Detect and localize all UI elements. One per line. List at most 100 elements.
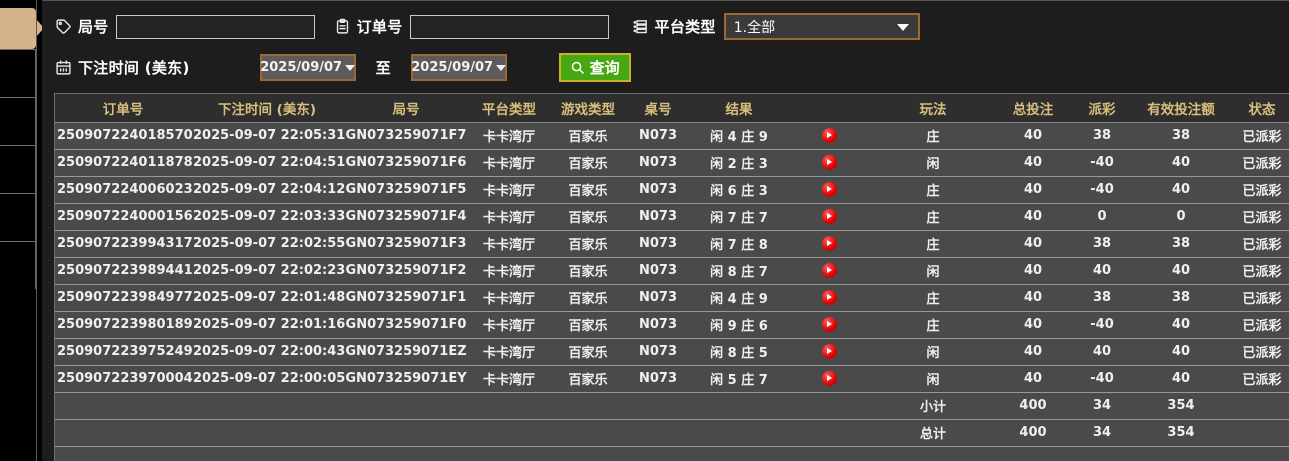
- play-icon[interactable]: [821, 209, 837, 224]
- table-row[interactable]: 250907224000156 2025-09-07 22:03:33 GN0732…: [55, 203, 1289, 231]
- cell-total_bet: 40: [997, 122, 1069, 150]
- cell-status: 已派彩: [1227, 284, 1289, 312]
- column-header-order-no[interactable]: 订单号: [55, 94, 191, 123]
- order-no-input[interactable]: [409, 14, 609, 39]
- column-header-total-bet[interactable]: 总投注: [997, 94, 1069, 123]
- column-header-valid-bet[interactable]: 有效投注额: [1135, 94, 1227, 123]
- summary-spacer: [469, 392, 549, 420]
- cell-game: 百家乐: [549, 365, 627, 393]
- cell-result: 闲 9 庄 6: [689, 311, 789, 339]
- cell-total_bet: 40: [997, 311, 1069, 339]
- filter-platform-type-label: 平台类型: [654, 18, 716, 36]
- column-header-platform[interactable]: 平台类型: [469, 94, 549, 123]
- cell-bet_time: 2025-09-07 22:01:48: [191, 284, 345, 312]
- cell-status: 已派彩: [1227, 311, 1289, 339]
- play-icon[interactable]: [821, 317, 837, 332]
- column-header-round-no[interactable]: 局号: [343, 94, 469, 123]
- cell-result: 闲 4 庄 9: [689, 284, 789, 312]
- cell-round_no: GN073259071EY: [343, 365, 469, 393]
- rail-segment[interactable]: [0, 97, 36, 145]
- cell-order_no: 250907224018570: [55, 122, 193, 150]
- cell-bet_time: 2025-09-07 22:01:16: [191, 311, 345, 339]
- table-row[interactable]: 250907223989441 2025-09-07 22:02:23 GN0732…: [55, 257, 1289, 285]
- play-icon[interactable]: [821, 263, 837, 278]
- cell-game: 百家乐: [549, 149, 627, 177]
- cell-status: 已派彩: [1227, 149, 1289, 177]
- search-button[interactable]: 查询: [558, 53, 631, 82]
- play-icon[interactable]: [821, 236, 837, 251]
- cell-result: 闲 2 庄 3: [689, 149, 789, 177]
- platform-type-select[interactable]: 1.全部: [723, 13, 920, 40]
- rail-segment[interactable]: [0, 193, 36, 241]
- tag-icon: [54, 17, 73, 36]
- bet-time-to-picker[interactable]: 2025/09/07: [410, 54, 507, 81]
- column-header-game-type[interactable]: 游戏类型: [549, 94, 627, 123]
- cell-payout: 0: [1069, 203, 1135, 231]
- main-panel: 局号 订单号: [42, 0, 1289, 461]
- clipboard-icon: [333, 17, 352, 36]
- cell-total_bet: 40: [997, 230, 1069, 258]
- cell-video: [789, 230, 869, 258]
- column-header-bet-time[interactable]: 下注时间 (美东): [191, 94, 343, 123]
- rail-segment[interactable]: [0, 49, 36, 97]
- cell-round_no: GN073259071F6: [343, 149, 469, 177]
- records-table-container[interactable]: 订单号 下注时间 (美东) 局号 平台类型 游戏类型 桌号 结果 玩法 总投注 …: [54, 93, 1289, 461]
- cell-payout: -40: [1069, 149, 1135, 177]
- play-icon[interactable]: [821, 182, 837, 197]
- cell-payout: 40: [1069, 257, 1135, 285]
- cell-order_no: 250907223989441: [55, 257, 193, 285]
- cell-platform: 卡卡湾厅: [469, 311, 549, 339]
- grand_total-payout: 34: [1069, 419, 1135, 447]
- play-icon[interactable]: [821, 155, 837, 170]
- rail-segment[interactable]: [0, 241, 36, 289]
- cell-payout: 40: [1069, 338, 1135, 366]
- cell-video: [789, 122, 869, 150]
- cell-order_no: 250907223975249: [55, 338, 193, 366]
- summary-spacer: [469, 419, 549, 447]
- column-header-play-type[interactable]: 玩法: [869, 94, 997, 123]
- rail-active-tab[interactable]: [0, 8, 44, 49]
- column-header-payout[interactable]: 派彩: [1069, 94, 1135, 123]
- cell-round_no: GN073259071F4: [343, 203, 469, 231]
- play-icon[interactable]: [821, 344, 837, 359]
- table-row[interactable]: 250907223984977 2025-09-07 22:01:48 GN0732…: [55, 284, 1289, 312]
- cell-status: 已派彩: [1227, 122, 1289, 150]
- play-icon[interactable]: [821, 128, 837, 143]
- search-button-label: 查询: [589, 59, 620, 77]
- play-icon[interactable]: [821, 371, 837, 386]
- cell-platform: 卡卡湾厅: [469, 176, 549, 204]
- cell-total_bet: 40: [997, 284, 1069, 312]
- column-header-result[interactable]: 结果: [689, 94, 789, 123]
- filter-platform-type: 平台类型 1.全部: [631, 13, 920, 40]
- table-row[interactable]: 250907224006023 2025-09-07 22:04:12 GN0732…: [55, 176, 1289, 204]
- bet-time-from-picker[interactable]: 2025/09/07: [259, 54, 356, 81]
- cell-valid_bet: 40: [1135, 311, 1227, 339]
- table-row[interactable]: 250907224018570 2025-09-07 22:05:31 GN0732…: [55, 122, 1289, 150]
- table-row[interactable]: 250907223975249 2025-09-07 22:00:43 GN0732…: [55, 338, 1289, 366]
- table-row[interactable]: 250907223970004 2025-09-07 22:00:05 GN0732…: [55, 365, 1289, 393]
- subtotal-payout: 34: [1069, 392, 1135, 420]
- cell-payout: -40: [1069, 365, 1135, 393]
- column-header-table-no[interactable]: 桌号: [627, 94, 689, 123]
- rail-segment[interactable]: [0, 145, 36, 193]
- cell-payout: 38: [1069, 122, 1135, 150]
- cell-video: [789, 203, 869, 231]
- summary-spacer: [1227, 392, 1289, 420]
- column-header-status[interactable]: 状态: [1227, 94, 1289, 123]
- cell-valid_bet: 0: [1135, 203, 1227, 231]
- cell-platform: 卡卡湾厅: [469, 365, 549, 393]
- cell-table_no: N073: [627, 365, 689, 393]
- cell-table_no: N073: [627, 284, 689, 312]
- chevron-down-icon: [896, 23, 909, 31]
- table-row[interactable]: 250907223994317 2025-09-07 22:02:55 GN0732…: [55, 230, 1289, 258]
- cell-valid_bet: 38: [1135, 284, 1227, 312]
- play-icon[interactable]: [821, 290, 837, 305]
- cell-platform: 卡卡湾厅: [469, 338, 549, 366]
- summary-spacer: [689, 392, 789, 420]
- table-row[interactable]: 250907224011878 2025-09-07 22:04:51 GN0732…: [55, 149, 1289, 177]
- cell-valid_bet: 40: [1135, 365, 1227, 393]
- table-row[interactable]: 250907223980189 2025-09-07 22:01:16 GN0732…: [55, 311, 1289, 339]
- cell-table_no: N073: [627, 122, 689, 150]
- round-no-input[interactable]: [115, 14, 315, 39]
- bet-time-to-value: 2025/09/07: [411, 60, 494, 75]
